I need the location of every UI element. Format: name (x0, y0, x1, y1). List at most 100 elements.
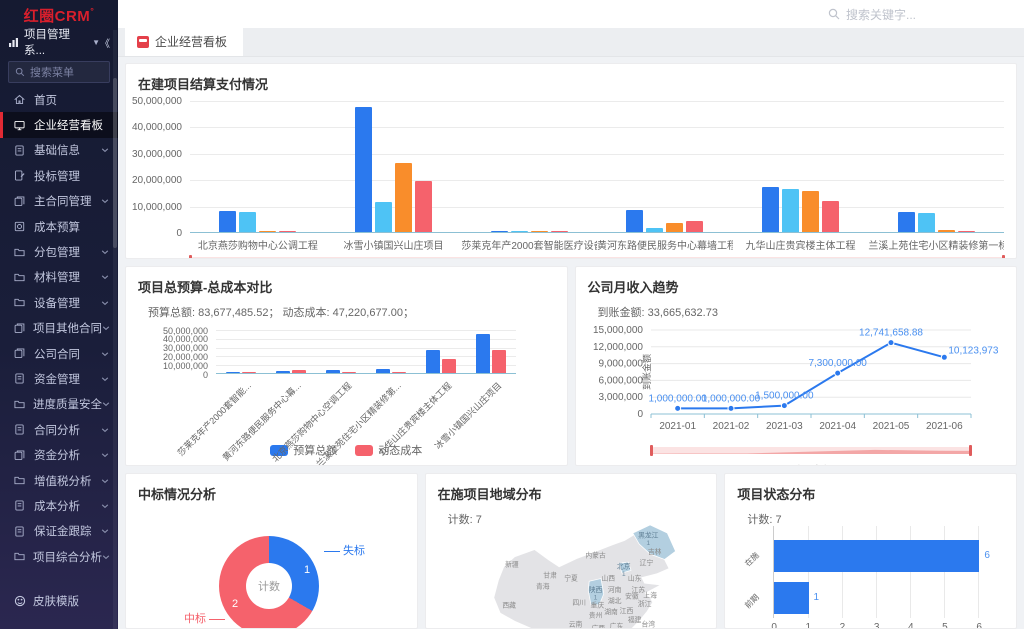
sidebar-item-home[interactable]: 首页 (0, 87, 118, 112)
sidebar-item-cost-budget[interactable]: 成本预算 (0, 214, 118, 239)
bar (550, 231, 568, 232)
callout-line (324, 550, 340, 552)
sidebar-item-skin-template[interactable]: 皮肤模版 (0, 593, 118, 609)
menu-search-input[interactable]: 搜索菜单 (8, 61, 110, 83)
legend-item[interactable]: 到账金额 (758, 462, 833, 465)
skin-template-label: 皮肤模版 (33, 596, 79, 608)
callout-line (209, 618, 225, 620)
map-region-label: 江西 (619, 607, 633, 615)
plot-area: 6 在施 1 前期 0 1 2 3 4 5 6 (744, 526, 990, 628)
map-region-label: 湖南 (604, 607, 618, 616)
map-region-label: 江苏 (631, 585, 645, 594)
bar-groups (216, 330, 516, 373)
gridline (875, 526, 877, 618)
y-tick-label: 15,000,000 (592, 325, 642, 336)
sidebar-item-bidding[interactable]: 投标管理 (0, 163, 118, 188)
chevron-down-icon: ▼ (92, 37, 100, 47)
x-tick-label: 4 (908, 622, 914, 629)
sidebar-item-equipment[interactable]: 设备管理 (0, 290, 118, 315)
sidebar-item-company-contract[interactable]: 公司合同 (0, 341, 118, 366)
workspace-selector[interactable]: 项目管理系... ▼ 《 (0, 29, 118, 57)
sidebar-item-deposit-tracking[interactable]: 保证金跟踪 (0, 519, 118, 544)
doc-icon (14, 424, 26, 436)
map-region-label: 湖北 (608, 596, 622, 605)
datazoom-handle-right[interactable] (968, 445, 972, 456)
home-icon (14, 94, 26, 106)
folder-icon (14, 551, 25, 563)
bar (490, 231, 508, 232)
sidebar-item-funds-analysis[interactable]: 资金分析 (0, 442, 118, 467)
folder-icon (14, 398, 25, 410)
sidebar-scrollbar[interactable] (113, 30, 117, 629)
bar-value-label: 1 (813, 592, 820, 603)
sidebar-item-cost-analysis[interactable]: 成本分析 (0, 493, 118, 518)
datazoom-handle-right[interactable] (1002, 255, 1005, 258)
sidebar-scrollbar-thumb[interactable] (113, 78, 117, 248)
gridline (978, 526, 980, 618)
gridline (190, 153, 1004, 155)
y-tick-label: 0 (637, 409, 643, 420)
map-region-label: 广东 (609, 622, 623, 629)
sidebar-item-subcontract[interactable]: 分包管理 (0, 239, 118, 264)
sidebar-item-label: 公司合同 (34, 348, 80, 361)
search-icon (15, 67, 25, 77)
sidebar-item-vat-analysis[interactable]: 增值税分析 (0, 468, 118, 493)
gridline (841, 526, 843, 618)
x-axis-label: 2021-06 (925, 421, 962, 432)
sidebar-item-contract-analysis[interactable]: 合同分析 (0, 417, 118, 442)
contract-icon (14, 322, 25, 334)
budget-plot-zone: 50,000,000 40,000,000 30,000,000 20,000,000… (130, 326, 567, 380)
y-tick-label: 0 (176, 228, 182, 239)
global-search[interactable]: 搜索关键字... (828, 0, 916, 28)
datazoom-handle-left[interactable] (649, 445, 653, 456)
chart-title-bid-analysis: 中标情况分析 (138, 487, 217, 502)
y-tick-label: 3,000,000 (598, 392, 643, 403)
x-tick-label: 2 (839, 622, 846, 629)
map-region-label: 内蒙古 (585, 551, 606, 560)
slice-label: 中标 (184, 613, 206, 625)
sidebar-item-materials[interactable]: 材料管理 (0, 265, 118, 290)
bar-group (868, 101, 1004, 232)
datazoom-slider[interactable] (189, 255, 1005, 258)
bar (279, 231, 297, 232)
sidebar-item-project-other-contract[interactable]: 项目其他合同 (0, 316, 118, 341)
gridline (190, 180, 1004, 182)
bar (355, 107, 372, 232)
contract-icon (14, 449, 26, 461)
legend-label: 到账金额 (789, 462, 833, 465)
y-tick-label: 50,000,000 (162, 325, 208, 336)
sidebar-item-project-comprehensive-analysis[interactable]: 项目综合分析 (0, 544, 118, 569)
map-region-value: 1 (646, 540, 650, 547)
data-point (727, 404, 734, 412)
plot-area (190, 101, 1004, 233)
map-mainland (492, 524, 676, 628)
legend-item[interactable]: 动态成本 (355, 442, 422, 458)
sidebar-item-enterprise-dashboard[interactable]: 企业经营看板 (0, 112, 118, 138)
gridline (944, 526, 946, 618)
map-region-label: 福建 (628, 615, 642, 624)
tab-enterprise-dashboard[interactable]: 企业经营看板 (125, 27, 244, 56)
y-tick-label: 10,000,000 (131, 201, 182, 213)
datazoom-handle-left[interactable] (189, 255, 192, 258)
bar (530, 231, 548, 232)
chevron-down-icon (101, 451, 109, 459)
logo-mark: ° (90, 6, 95, 16)
chart-title-region-distribution: 在施项目地域分布 (437, 487, 542, 502)
sidebar-item-funds[interactable]: 资金管理 (0, 366, 118, 391)
bar-group (466, 330, 516, 373)
x-axis-label: 九华山庄贵宾楼主体工程 (745, 241, 856, 252)
legend-item[interactable]: 预算总额 (270, 442, 337, 458)
sidebar-item-label: 合同分析 (34, 424, 80, 437)
legend-label: 预算总额 (293, 445, 338, 457)
bar-chart-icon (8, 37, 19, 48)
donut-chart: 计数 (219, 536, 319, 628)
sidebar-item-main-contract[interactable]: 主合同管理 (0, 189, 118, 214)
datazoom-slider[interactable] (649, 445, 972, 456)
sidebar-item-basic-info[interactable]: 基础信息 (0, 138, 118, 163)
bar (276, 371, 290, 373)
sidebar-item-progress-quality-safety[interactable]: 进度质量安全 (0, 392, 118, 417)
bar (259, 230, 277, 232)
card-region-distribution: 在施项目地域分布 计数: 7 新疆 西藏 青海 甘肃 宁夏 内蒙古 黑龙江 1 吉林 辽宁 北京 1 山… (424, 473, 718, 629)
bar (626, 210, 644, 232)
collapse-sidebar-icon[interactable]: 《 (100, 38, 110, 50)
